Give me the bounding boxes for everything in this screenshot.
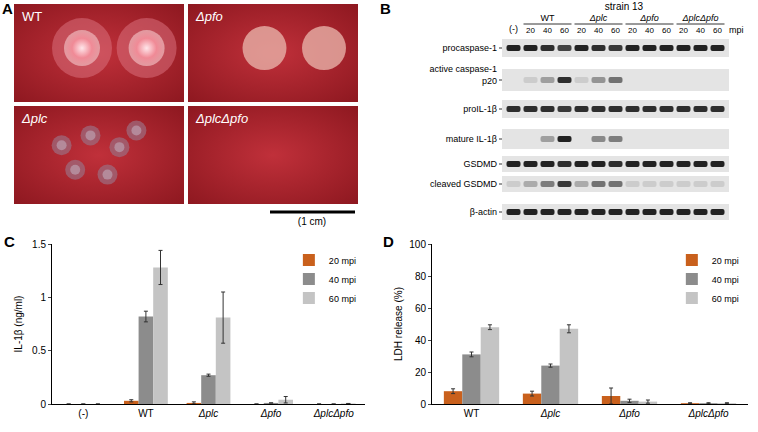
svg-text:60 mpi: 60 mpi bbox=[329, 294, 356, 304]
svg-text:Δplc: Δplc bbox=[540, 408, 561, 419]
svg-text:WT: WT bbox=[464, 408, 480, 419]
svg-text:20: 20 bbox=[526, 26, 535, 35]
svg-text:WT: WT bbox=[138, 408, 154, 419]
svg-text:40: 40 bbox=[594, 26, 603, 35]
svg-text:0.5: 0.5 bbox=[32, 345, 46, 356]
svg-text:1.5: 1.5 bbox=[32, 239, 46, 250]
svg-text:Δpfo: Δpfo bbox=[195, 9, 223, 24]
svg-text:40 mpi: 40 mpi bbox=[712, 275, 739, 285]
svg-text:40: 40 bbox=[415, 335, 427, 346]
svg-text:60: 60 bbox=[560, 26, 569, 35]
svg-text:IL-1β (ng/ml): IL-1β (ng/ml) bbox=[13, 296, 24, 353]
svg-text:40: 40 bbox=[696, 26, 705, 35]
svg-text:Δplc: Δplc bbox=[589, 13, 608, 23]
svg-text:Δpfo: Δpfo bbox=[639, 13, 659, 23]
svg-text:WT: WT bbox=[541, 13, 555, 23]
svg-text:Δpfo: Δpfo bbox=[618, 408, 640, 419]
svg-text:LDH release (%): LDH release (%) bbox=[393, 287, 404, 361]
svg-text:60: 60 bbox=[611, 26, 620, 35]
svg-text:20: 20 bbox=[415, 367, 427, 378]
svg-text:20: 20 bbox=[679, 26, 688, 35]
svg-text:100: 100 bbox=[409, 239, 426, 250]
svg-text:ΔplcΔpfo: ΔplcΔpfo bbox=[195, 111, 248, 126]
svg-text:(-): (-) bbox=[509, 24, 518, 34]
svg-text:0: 0 bbox=[40, 399, 46, 410]
svg-text:GSDMD: GSDMD bbox=[464, 159, 498, 169]
svg-text:β-actin: β-actin bbox=[470, 207, 497, 217]
svg-text:(1 cm): (1 cm) bbox=[298, 216, 326, 227]
svg-text:20 mpi: 20 mpi bbox=[329, 256, 356, 266]
svg-text:40 mpi: 40 mpi bbox=[329, 275, 356, 285]
svg-text:B: B bbox=[380, 0, 391, 17]
svg-text:20: 20 bbox=[577, 26, 586, 35]
svg-text:cleaved GSDMD: cleaved GSDMD bbox=[430, 179, 498, 189]
svg-text:Δplc: Δplc bbox=[198, 408, 219, 419]
svg-text:ΔplcΔpfo: ΔplcΔpfo bbox=[313, 408, 355, 419]
svg-text:ΔplcΔpfo: ΔplcΔpfo bbox=[681, 13, 718, 23]
svg-text:20 mpi: 20 mpi bbox=[712, 256, 739, 266]
svg-text:60: 60 bbox=[662, 26, 671, 35]
svg-text:0: 0 bbox=[420, 399, 426, 410]
svg-text:active caspase-1: active caspase-1 bbox=[429, 64, 497, 74]
svg-text:mpi: mpi bbox=[729, 25, 744, 35]
svg-text:Δplc: Δplc bbox=[21, 111, 48, 126]
svg-text:A: A bbox=[2, 0, 13, 17]
svg-text:60 mpi: 60 mpi bbox=[712, 294, 739, 304]
svg-text:C: C bbox=[4, 233, 15, 250]
svg-text:(-): (-) bbox=[78, 408, 88, 419]
svg-text:procaspase-1: procaspase-1 bbox=[442, 43, 497, 53]
svg-text:20: 20 bbox=[628, 26, 637, 35]
svg-text:40: 40 bbox=[645, 26, 654, 35]
svg-text:mature IL-1β: mature IL-1β bbox=[446, 134, 497, 144]
svg-text:strain 13: strain 13 bbox=[605, 1, 644, 12]
svg-text:proIL-1β: proIL-1β bbox=[463, 104, 497, 114]
svg-text:1: 1 bbox=[40, 292, 46, 303]
svg-text:D: D bbox=[383, 233, 394, 250]
svg-text:60: 60 bbox=[415, 303, 427, 314]
svg-text:ΔplcΔpfo: ΔplcΔpfo bbox=[687, 408, 729, 419]
svg-text:40: 40 bbox=[543, 26, 552, 35]
svg-text:p20: p20 bbox=[482, 76, 497, 86]
svg-text:WT: WT bbox=[22, 9, 42, 24]
svg-text:60: 60 bbox=[713, 26, 722, 35]
svg-text:Δpfo: Δpfo bbox=[260, 408, 282, 419]
svg-text:80: 80 bbox=[415, 271, 427, 282]
